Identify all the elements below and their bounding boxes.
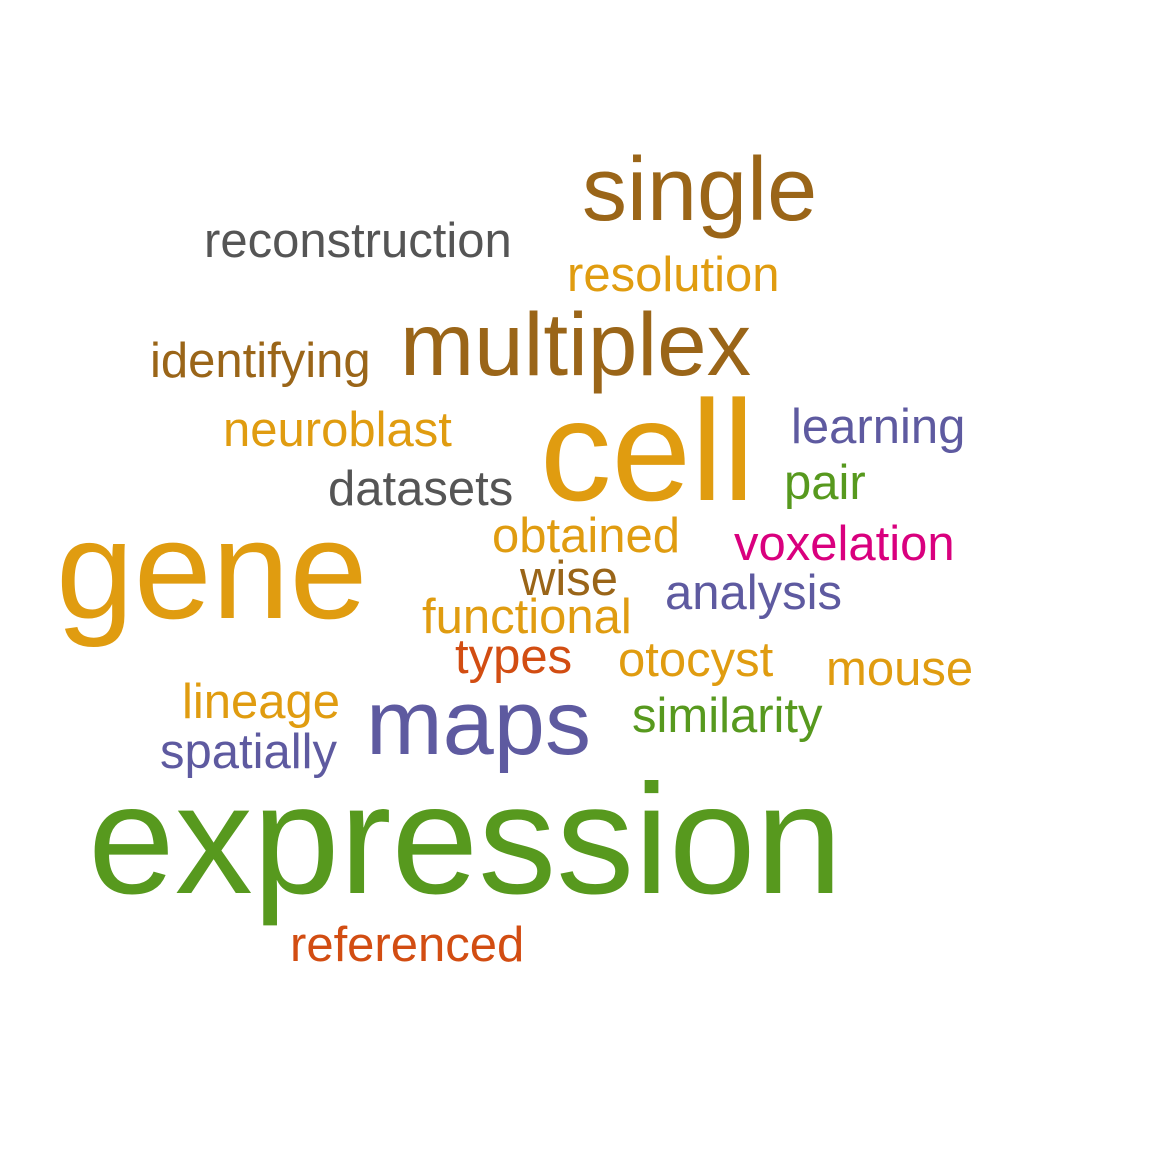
word-reconstruction: reconstruction — [204, 214, 512, 268]
word-identifying: identifying — [150, 334, 371, 388]
word-types: types — [455, 630, 573, 684]
word-obtained: obtained — [492, 509, 681, 563]
word-analysis: analysis — [665, 566, 843, 620]
word-single: single — [582, 140, 818, 240]
word-wise: wise — [520, 552, 619, 606]
word-otocyst: otocyst — [618, 633, 774, 687]
word-resolution: resolution — [567, 248, 780, 302]
word-learning: learning — [791, 400, 966, 454]
word-spatially: spatially — [160, 725, 338, 779]
word-cell: cell — [540, 372, 755, 531]
word-pair: pair — [784, 456, 866, 510]
word-maps: maps — [366, 672, 591, 774]
word-lineage: lineage — [182, 675, 341, 729]
word-neuroblast: neuroblast — [223, 403, 452, 457]
word-referenced: referenced — [290, 918, 525, 972]
word-functional: functional — [422, 590, 632, 644]
word-datasets: datasets — [328, 462, 514, 516]
word-multiplex: multiplex — [400, 294, 752, 394]
word-gene: gene — [56, 491, 368, 648]
word-similarity: similarity — [632, 689, 823, 743]
word-voxelation: voxelation — [734, 517, 955, 571]
word-mouse: mouse — [826, 642, 974, 696]
word-expression: expression — [88, 753, 843, 927]
